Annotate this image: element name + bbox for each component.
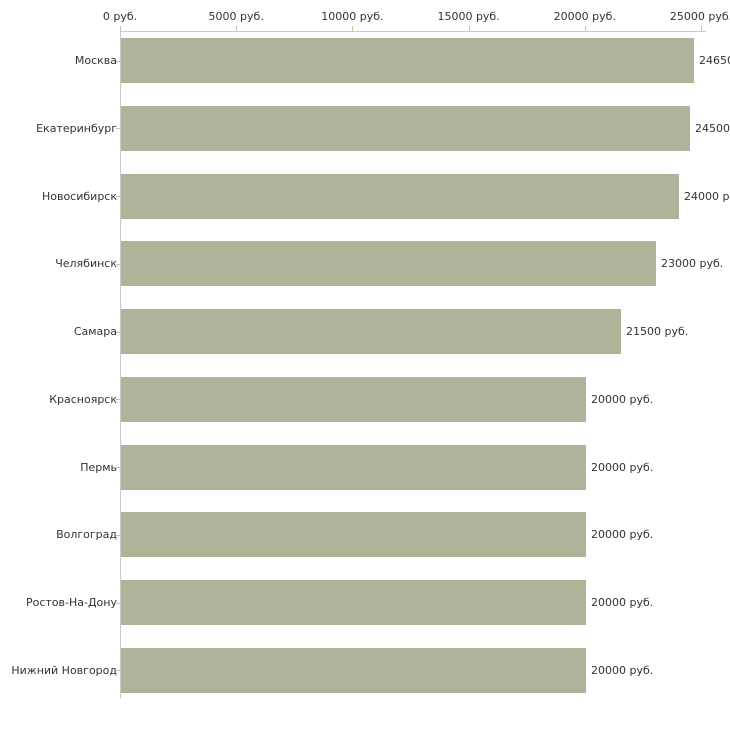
y-axis-tick-mark bbox=[116, 60, 120, 62]
category-label: Екатеринбург bbox=[36, 121, 117, 135]
y-axis-line bbox=[120, 31, 121, 698]
x-axis-tick-mark bbox=[468, 26, 470, 31]
bar bbox=[121, 647, 586, 693]
category-label: Волгоград bbox=[56, 528, 117, 542]
y-axis-tick-mark bbox=[116, 128, 120, 130]
x-axis-line bbox=[120, 31, 706, 32]
category-label: Челябинск bbox=[55, 257, 117, 271]
category-label: Пермь bbox=[80, 460, 117, 474]
y-axis-tick-mark bbox=[116, 467, 120, 468]
bar bbox=[121, 580, 586, 625]
value-label: 20000 руб. bbox=[591, 663, 654, 677]
bar bbox=[121, 376, 586, 422]
bar bbox=[121, 309, 621, 354]
bar bbox=[121, 173, 679, 219]
category-label: Самара bbox=[73, 325, 117, 338]
x-axis-tick-label: 5000 руб. bbox=[208, 10, 264, 23]
value-label: 21500 руб. bbox=[626, 325, 689, 338]
category-label: Москва bbox=[74, 54, 117, 67]
x-axis-tick-label: 10000 руб. bbox=[321, 10, 384, 23]
value-label: 20000 руб. bbox=[591, 596, 654, 609]
x-axis-tick-label: 20000 руб. bbox=[553, 10, 616, 23]
y-axis-tick-mark bbox=[116, 534, 120, 536]
y-axis-tick-mark bbox=[116, 331, 120, 333]
x-axis-tick-mark bbox=[120, 26, 121, 31]
x-axis-tick-label: 15000 руб. bbox=[437, 10, 500, 23]
y-axis-tick-mark bbox=[116, 263, 120, 265]
value-label: 20000 руб. bbox=[591, 460, 654, 474]
value-label: 24650 руб. bbox=[699, 54, 730, 67]
x-axis-tick-mark bbox=[584, 26, 586, 31]
value-label: 20000 руб. bbox=[591, 392, 654, 406]
category-label: Ростов-На-Дону bbox=[25, 596, 117, 609]
category-label: Нижний Новгород bbox=[11, 663, 117, 677]
value-label: 24000 руб. bbox=[684, 189, 730, 203]
category-label: Новосибирск bbox=[41, 189, 117, 203]
x-axis-tick-label: 25000 руб. bbox=[669, 10, 730, 23]
bar bbox=[121, 38, 694, 83]
bar bbox=[121, 105, 690, 151]
value-label: 20000 руб. bbox=[591, 528, 654, 542]
x-axis-tick-mark bbox=[236, 26, 238, 31]
y-axis-tick-mark bbox=[116, 399, 120, 401]
value-label: 23000 руб. bbox=[661, 257, 724, 271]
y-axis-tick-mark bbox=[116, 196, 120, 197]
x-axis-tick-mark bbox=[352, 26, 354, 31]
bar bbox=[121, 512, 586, 558]
category-label: Красноярск bbox=[49, 392, 117, 406]
y-axis-tick-mark bbox=[116, 670, 120, 672]
x-axis-tick-mark bbox=[701, 26, 702, 31]
x-axis-tick-label: 0 руб. bbox=[102, 10, 138, 23]
y-axis-tick-mark bbox=[116, 602, 120, 604]
bar bbox=[121, 444, 586, 490]
value-label: 24500 руб. bbox=[695, 121, 730, 135]
bar bbox=[121, 241, 656, 287]
